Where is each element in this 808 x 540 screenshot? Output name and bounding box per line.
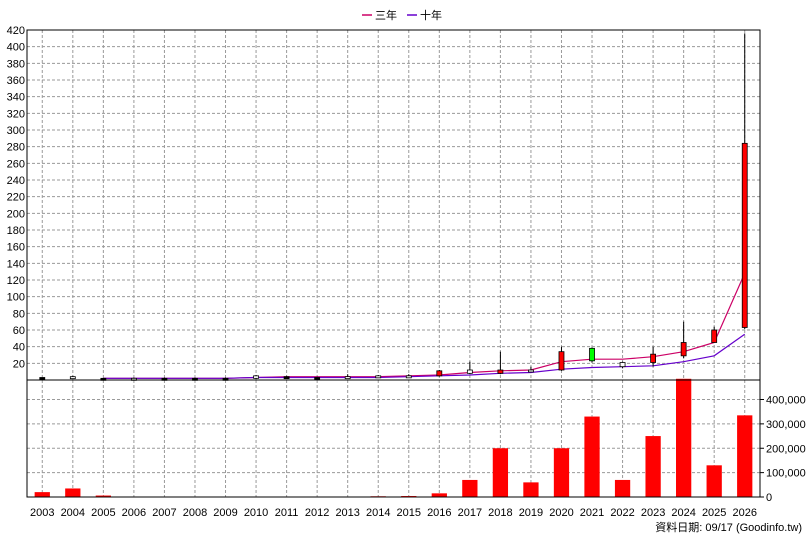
y-tick-label: 300,000 (766, 419, 806, 431)
volume-bar (676, 378, 692, 497)
candle-body (589, 347, 595, 362)
candle-body (619, 362, 626, 368)
volume-bar (462, 479, 478, 497)
x-tick-label: 2017 (458, 507, 482, 519)
legend-label-3yr: 三年 (375, 8, 397, 22)
candle-body (680, 342, 687, 357)
volume-frame (26, 379, 761, 498)
y-tick-label: 280 (7, 142, 25, 154)
candle-body (741, 142, 748, 328)
y-tick-label: 380 (7, 58, 25, 70)
y-tick-label: 100,000 (766, 468, 806, 480)
volume-bar (65, 488, 81, 497)
y-tick-label: 200,000 (766, 443, 806, 455)
candle-body (497, 369, 504, 374)
y-tick-label: 0 (766, 492, 772, 504)
candle-body (39, 377, 46, 380)
x-tick-label: 2016 (427, 507, 451, 519)
y-tick-label: 140 (7, 258, 25, 270)
x-tick-label: 2007 (152, 507, 176, 519)
volume-bar (34, 492, 50, 497)
volume-bar (492, 448, 509, 497)
volume-bar (584, 416, 600, 497)
x-axis: 2003 2004 2005 2006 2007 2008 2009 2010 2011 2012… (30, 507, 757, 519)
volume-bar (553, 448, 570, 497)
ma-line-10yr (103, 333, 746, 379)
x-tick-label: 2015 (397, 507, 421, 519)
candle-body (650, 353, 657, 363)
x-tick-label: 2019 (519, 507, 543, 519)
y-tick-label: 200 (7, 208, 25, 220)
x-tick-label: 2009 (213, 507, 237, 519)
x-tick-label: 2018 (488, 507, 512, 519)
candle-body (314, 377, 321, 380)
candle-body (558, 351, 565, 371)
x-tick-label: 2021 (580, 507, 604, 519)
volume-bar (645, 436, 661, 497)
volume-bar (95, 495, 111, 497)
volume-bar (431, 493, 447, 497)
y-tick-label: 320 (7, 108, 25, 120)
y-tick-label: 20 (13, 358, 25, 370)
legend-label-10yr: 十年 (420, 8, 442, 22)
volume-panel: 0 100,000 200,000 300,000 400,000 (26, 378, 806, 504)
candle-body (711, 329, 718, 343)
y-tick-label: 120 (7, 275, 25, 287)
y-tick-label: 60 (13, 325, 25, 337)
y-tick-label: 180 (7, 225, 25, 237)
y-tick-label: 340 (7, 92, 25, 104)
y-tick-label: 260 (7, 158, 25, 170)
x-tick-label: 2025 (702, 507, 726, 519)
x-tick-label: 2022 (610, 507, 634, 519)
x-tick-label: 2004 (61, 507, 85, 519)
y-tick-label: 300 (7, 125, 25, 137)
y-tick-label: 360 (7, 75, 25, 87)
candle-body (69, 376, 76, 380)
volume-bar (737, 415, 753, 497)
ma-line-3yr (103, 273, 746, 379)
x-tick-label: 2014 (366, 507, 390, 519)
candle-body (344, 376, 351, 380)
volume-bar (706, 465, 722, 497)
x-tick-label: 2008 (183, 507, 207, 519)
y-tick-label: 400,000 (766, 395, 806, 407)
volume-bar (614, 479, 631, 497)
y-tick-label: 420 (7, 25, 25, 37)
y-tick-label: 240 (7, 175, 25, 187)
y-tick-label: 400 (7, 42, 25, 54)
x-tick-label: 2011 (275, 507, 299, 519)
price-frame (26, 29, 761, 381)
x-tick-label: 2020 (549, 507, 573, 519)
x-tick-label: 2013 (335, 507, 359, 519)
candle-body (253, 375, 259, 379)
y-tick-label: 40 (13, 342, 25, 354)
candle-body (528, 369, 534, 373)
price-panel: 20 40 60 80 100 120 140 160 180 200 220 240 260 280 30… (7, 25, 761, 497)
legend: 三年 十年 (362, 8, 442, 22)
candle-body (375, 375, 382, 379)
x-tick-label: 2024 (671, 507, 695, 519)
x-tick-label: 2012 (305, 507, 329, 519)
x-tick-label: 2026 (732, 507, 756, 519)
x-tick-label: 2006 (122, 507, 146, 519)
volume-bar (523, 482, 539, 497)
y-tick-label: 220 (7, 192, 25, 204)
candle-body (436, 370, 443, 377)
y-tick-label: 100 (7, 292, 25, 304)
y-tick-label: 160 (7, 242, 25, 254)
candle-body (466, 369, 473, 374)
data-date-footer: 資料日期: 09/17 (Goodinfo.tw) (655, 520, 802, 534)
x-tick-label: 2023 (641, 507, 665, 519)
x-tick-label: 2003 (30, 507, 54, 519)
candle-body (283, 376, 290, 380)
y-tick-label: 80 (13, 308, 25, 320)
candle-body (405, 375, 412, 379)
x-tick-label: 2010 (244, 507, 268, 519)
x-tick-label: 2005 (91, 507, 115, 519)
